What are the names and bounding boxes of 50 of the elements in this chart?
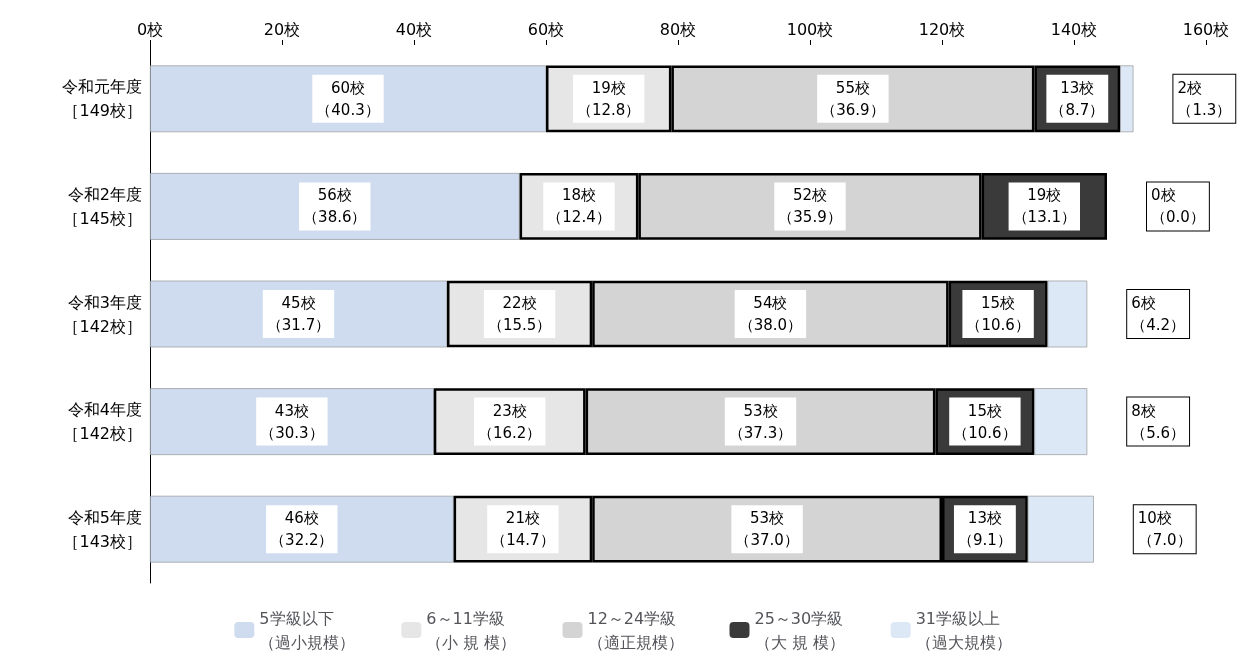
data-label: 43校（30.3） [260,401,324,442]
data-label: 19校（13.1） [1012,186,1076,227]
data-label: 15校（10.6） [966,294,1030,334]
data-label: 6校（4.2） [1131,294,1186,334]
x-tick-label: 20校 [263,19,301,39]
legend-label: 6～11学級（小 規 模） [426,608,517,652]
bar [1047,280,1088,348]
data-label: 2校（1.3） [1177,78,1232,119]
x-tick-label: 100校 [786,19,834,39]
data-label: 60校（40.3） [316,78,380,119]
data-label: 54校（38.0） [738,294,803,334]
data-label: 13校（8.7） [1050,78,1105,119]
legend-label: 12～24学級（適正規模） [587,608,684,652]
data-label: 13校（9.1） [957,509,1012,550]
y-tick-label: 令和3年度［142校］ [63,292,142,336]
data-label: 21校（14.7） [491,509,555,550]
x-tick-label: 60校 [527,19,565,39]
data-label: 45校（31.7） [266,294,331,334]
data-label: 53校（37.3） [728,401,793,442]
data-label: 10校（7.0） [1137,509,1192,550]
data-label: 46校（32.2） [270,509,334,550]
data-label: 52校（35.9） [778,186,842,227]
data-label: 22校（15.5） [487,294,552,334]
y-tick-label: 令和4年度［142校］ [63,400,142,444]
x-tick-label: 140校 [1050,19,1098,39]
data-label: 19校（12.8） [577,78,641,119]
x-tick-label: 120校 [918,19,966,39]
data-label: 8校（5.6） [1131,401,1186,442]
bar [1034,388,1088,455]
data-label: 53校（37.0） [735,509,799,550]
bar [1120,65,1134,133]
legend-label: 25～30学級（大 規 模） [754,608,845,652]
x-tick-label: 0校 [136,19,164,39]
bar [150,65,546,133]
y-tick-label: 令和2年度［145校］ [63,184,142,228]
data-label: 56校（38.6） [303,186,367,227]
bar [150,173,520,240]
data-label: 55校（36.9） [821,78,885,119]
bar [1027,495,1094,563]
data-label: 15校（10.6） [953,401,1017,442]
x-tick-label: 80校 [659,19,697,39]
legend-label: 5学級以下（過小規模） [259,608,356,652]
legend-label: 31学級以上（過大規模） [915,608,1012,652]
y-tick-label: 令和元年度［149校］ [62,77,142,121]
data-label: 0校（0.0） [1151,186,1205,227]
x-tick-label: 40校 [395,19,433,39]
data-label: 18校（12.4） [547,186,611,227]
data-label: 23校（16.2） [478,401,542,442]
x-tick-label: 160校 [1182,19,1230,39]
y-tick-label: 令和5年度［143校］ [63,507,142,551]
